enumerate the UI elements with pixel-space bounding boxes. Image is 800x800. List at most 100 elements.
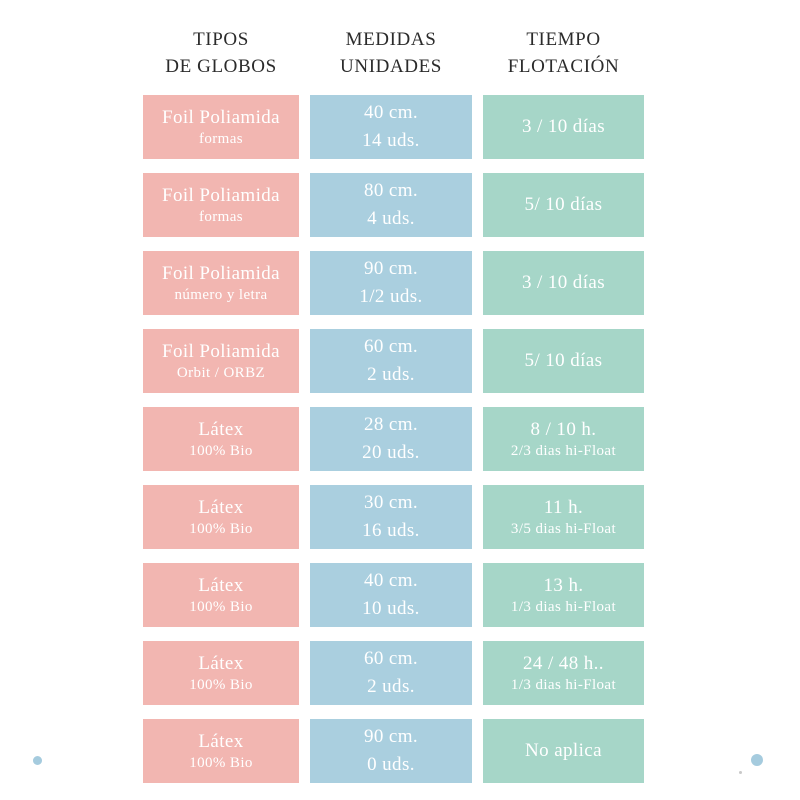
size-units-cell: 60 cm. 2 uds.	[310, 641, 472, 705]
table-row: Foil Poliamida Orbit / ORBZ 60 cm. 2 uds. 5/…	[143, 329, 800, 393]
balloon-type-detail: 100% Bio	[189, 676, 253, 693]
size-value: 90 cm.	[363, 726, 419, 747]
header-medidas-line2: UNIDADES	[340, 56, 442, 77]
float-time-detail: 3/5 dias hi-Float	[510, 520, 617, 537]
units-value: 2 uds.	[367, 364, 415, 385]
balloon-type-name: Látex	[198, 730, 244, 752]
table-row: Látex 100% Bio 60 cm. 2 uds. 24 / 48 h.. 1/3 …	[143, 641, 800, 705]
units-value: 14 uds.	[362, 130, 420, 151]
table-rows: Foil Poliamida formas 40 cm. 14 uds. 3 / 10 …	[0, 95, 800, 783]
size-value: 60 cm.	[363, 648, 419, 669]
size-units-cell: 28 cm. 20 uds.	[310, 407, 472, 471]
units-value: 2 uds.	[367, 676, 415, 697]
float-time-value: 24 / 48 h..	[523, 652, 604, 674]
size-value: 40 cm.	[363, 570, 419, 591]
units-value: 4 uds.	[367, 208, 415, 229]
size-units-cell: 90 cm. 1/2 uds.	[310, 251, 472, 315]
float-time-value: 5/ 10 días	[524, 350, 603, 371]
float-time-cell: 3 / 10 días	[483, 251, 644, 315]
balloon-type-cell: Foil Poliamida formas	[143, 173, 299, 237]
decorative-dot-bottom-right	[751, 754, 763, 766]
balloon-type-detail: Orbit / ORBZ	[176, 364, 266, 381]
balloon-type-cell: Foil Poliamida formas	[143, 95, 299, 159]
header-tipos-line1: TIPOS	[193, 29, 249, 50]
size-units-cell: 40 cm. 14 uds.	[310, 95, 472, 159]
balloon-type-name: Foil Poliamida	[161, 262, 281, 284]
size-value: 80 cm.	[363, 180, 419, 201]
header-tiempo-line2: FLOTACIÓN	[507, 56, 620, 77]
header-medidas-line1: MEDIDAS	[345, 29, 437, 50]
balloon-type-cell: Látex 100% Bio	[143, 563, 299, 627]
balloon-type-name: Foil Poliamida	[161, 340, 281, 362]
column-header-tiempo-flotacion: TIEMPO FLOTACIÓN	[483, 26, 644, 81]
size-units-cell: 30 cm. 16 uds.	[310, 485, 472, 549]
table-row: Látex 100% Bio 90 cm. 0 uds. No aplica	[143, 719, 800, 783]
units-value: 16 uds.	[362, 520, 420, 541]
size-value: 60 cm.	[363, 336, 419, 357]
size-value: 90 cm.	[363, 258, 419, 279]
float-time-value: 3 / 10 días	[521, 116, 606, 137]
table-row: Látex 100% Bio 28 cm. 20 uds. 8 / 10 h. 2/3 d…	[143, 407, 800, 471]
size-units-cell: 60 cm. 2 uds.	[310, 329, 472, 393]
balloon-type-name: Foil Poliamida	[161, 184, 281, 206]
table-row: Foil Poliamida número y letra 90 cm. 1/2 ud…	[143, 251, 800, 315]
balloon-type-detail: 100% Bio	[189, 754, 253, 771]
float-time-cell: 24 / 48 h.. 1/3 dias hi-Float	[483, 641, 644, 705]
header-tiempo-line1: TIEMPO	[526, 29, 601, 50]
header-tipos-line2: DE GLOBOS	[165, 56, 277, 77]
table-row: Látex 100% Bio 30 cm. 16 uds. 11 h. 3/5 dias …	[143, 485, 800, 549]
balloon-type-detail: formas	[198, 208, 244, 225]
float-time-cell: 5/ 10 días	[483, 173, 644, 237]
size-value: 28 cm.	[363, 414, 419, 435]
float-time-detail: 1/3 dias hi-Float	[510, 598, 617, 615]
units-value: 1/2 uds.	[359, 286, 423, 307]
units-value: 10 uds.	[362, 598, 420, 619]
balloon-type-cell: Látex 100% Bio	[143, 719, 299, 783]
balloon-type-cell: Látex 100% Bio	[143, 485, 299, 549]
table-row: Foil Poliamida formas 80 cm. 4 uds. 5/ 10 dí…	[143, 173, 800, 237]
balloon-type-cell: Foil Poliamida Orbit / ORBZ	[143, 329, 299, 393]
float-time-cell: 8 / 10 h. 2/3 dias hi-Float	[483, 407, 644, 471]
float-time-detail: 1/3 dias hi-Float	[510, 676, 617, 693]
float-time-value: 8 / 10 h.	[530, 418, 597, 440]
balloon-type-cell: Látex 100% Bio	[143, 641, 299, 705]
float-time-value: 13 h.	[543, 574, 584, 596]
table-row: Látex 100% Bio 40 cm. 10 uds. 13 h. 1/3 dias …	[143, 563, 800, 627]
float-time-value: 5/ 10 días	[524, 194, 603, 215]
size-units-cell: 40 cm. 10 uds.	[310, 563, 472, 627]
balloon-type-name: Látex	[198, 496, 244, 518]
column-header-medidas-unidades: MEDIDAS UNIDADES	[310, 26, 472, 81]
balloon-type-detail: 100% Bio	[189, 520, 253, 537]
float-time-value: 3 / 10 días	[521, 272, 606, 293]
balloon-type-detail: número y letra	[174, 286, 268, 303]
balloon-type-name: Látex	[198, 574, 244, 596]
size-value: 40 cm.	[363, 102, 419, 123]
float-time-value: 11 h.	[543, 496, 584, 518]
balloon-type-detail: 100% Bio	[189, 598, 253, 615]
size-units-cell: 90 cm. 0 uds.	[310, 719, 472, 783]
decorative-dot-bottom-left	[33, 756, 42, 765]
units-value: 20 uds.	[362, 442, 420, 463]
balloon-type-cell: Látex 100% Bio	[143, 407, 299, 471]
balloon-type-detail: 100% Bio	[189, 442, 253, 459]
table-header: TIPOS DE GLOBOS MEDIDAS UNIDADES TIEMPO …	[143, 0, 800, 81]
float-time-detail: 2/3 dias hi-Float	[510, 442, 617, 459]
float-time-cell: 3 / 10 días	[483, 95, 644, 159]
float-time-cell: 13 h. 1/3 dias hi-Float	[483, 563, 644, 627]
size-units-cell: 80 cm. 4 uds.	[310, 173, 472, 237]
table-row: Foil Poliamida formas 40 cm. 14 uds. 3 / 10 …	[143, 95, 800, 159]
float-time-cell: 11 h. 3/5 dias hi-Float	[483, 485, 644, 549]
balloon-type-name: Látex	[198, 418, 244, 440]
balloon-type-detail: formas	[198, 130, 244, 147]
balloon-type-name: Látex	[198, 652, 244, 674]
float-time-value: No aplica	[525, 740, 602, 761]
float-time-cell: No aplica	[483, 719, 644, 783]
size-value: 30 cm.	[363, 492, 419, 513]
balloon-type-cell: Foil Poliamida número y letra	[143, 251, 299, 315]
units-value: 0 uds.	[367, 754, 415, 775]
balloon-type-name: Foil Poliamida	[161, 106, 281, 128]
float-time-cell: 5/ 10 días	[483, 329, 644, 393]
column-header-tipos-de-globos: TIPOS DE GLOBOS	[143, 26, 299, 81]
decorative-speck-bottom-right	[739, 771, 742, 774]
